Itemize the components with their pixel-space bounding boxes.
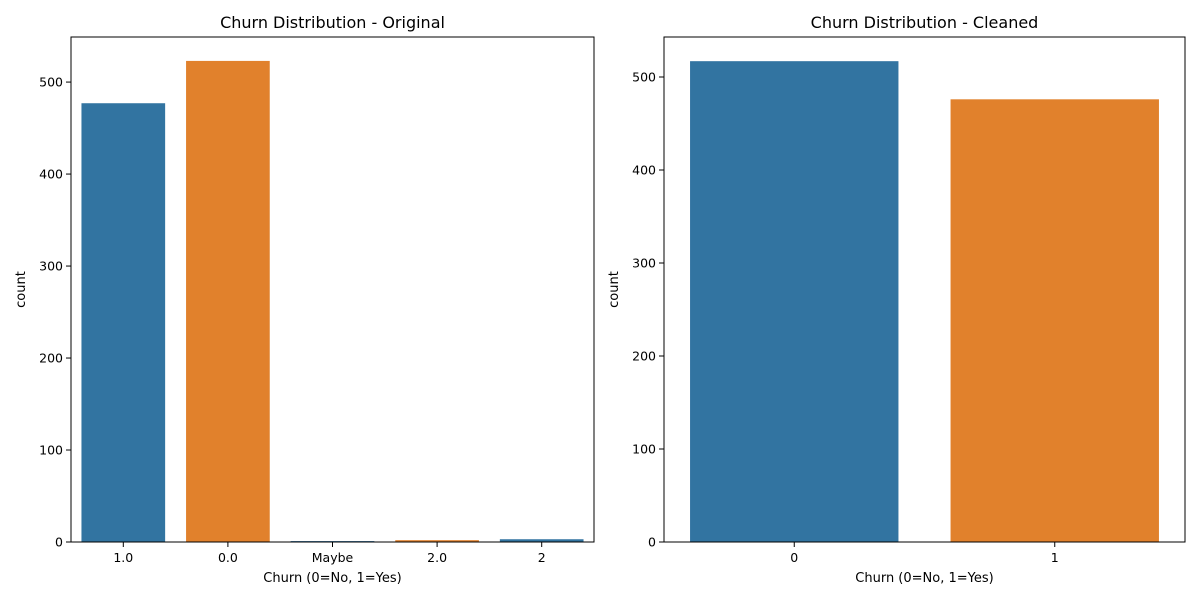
chart-cleaned: Churn Distribution - Cleaned Churn (0=No… <box>607 13 1186 586</box>
bar-0 <box>690 61 899 542</box>
y-tick-label: 400 <box>39 167 63 182</box>
plot-frame <box>663 36 1186 543</box>
chart-title: Churn Distribution - Original <box>220 13 445 32</box>
y-tick-label: 0 <box>648 535 656 550</box>
chart-original: Churn Distribution - Original Churn (0=N… <box>14 13 595 586</box>
x-tick-label: 1.0 <box>113 550 133 565</box>
y-tick-label: 100 <box>632 441 656 456</box>
x-tick-label: 1 <box>1051 550 1059 565</box>
y-tick-label: 100 <box>39 443 63 458</box>
y-tick-label: 500 <box>39 75 63 90</box>
x-tick-label: 0 <box>790 550 798 565</box>
y-tick-label: 200 <box>632 348 656 363</box>
x-axis-label: Churn (0=No, 1=Yes) <box>263 571 401 586</box>
y-tick-label: 300 <box>39 259 63 274</box>
bar-2.0 <box>395 540 479 542</box>
bar-1 <box>950 99 1159 543</box>
x-tick-label: 2.0 <box>427 550 447 565</box>
bar-0.0 <box>186 60 270 543</box>
plot-frame <box>70 36 595 543</box>
y-tick-label: 200 <box>39 351 63 366</box>
y-axis-label: count <box>607 271 622 308</box>
bars <box>690 61 1159 543</box>
bar-1.0 <box>81 103 166 543</box>
chart-title: Churn Distribution - Cleaned <box>811 13 1039 32</box>
x-tick-label: 2 <box>538 550 546 565</box>
y-tick-label: 400 <box>632 162 656 177</box>
x-tick-label: Maybe <box>312 550 354 565</box>
y-axis-label: count <box>14 271 29 308</box>
bar-2 <box>499 539 584 542</box>
ticks: 0 1 0 100 200 300 400 500 <box>632 69 1059 565</box>
x-axis-label: Churn (0=No, 1=Yes) <box>855 571 993 586</box>
ticks: 1.0 0.0 Maybe 2.0 2 0 100 200 300 400 500 <box>39 75 546 565</box>
y-tick-label: 300 <box>632 255 656 270</box>
y-tick-label: 0 <box>55 535 63 550</box>
x-tick-label: 0.0 <box>218 550 238 565</box>
bars <box>81 60 584 543</box>
y-tick-label: 500 <box>632 69 656 84</box>
